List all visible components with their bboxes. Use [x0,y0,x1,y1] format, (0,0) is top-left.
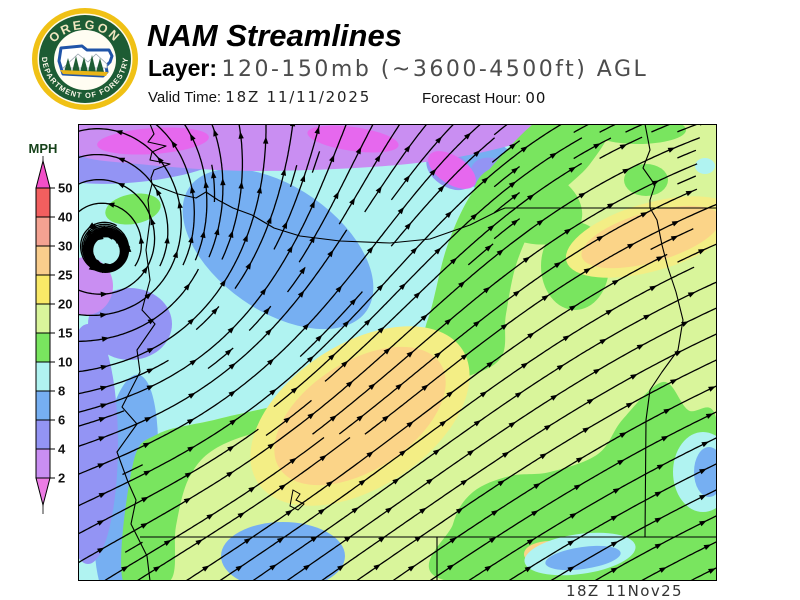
svg-text:15: 15 [58,326,72,341]
streamline-map-canvas [40,87,739,600]
wind-speed-legend: MPH 50 40 30 25 20 15 10 8 6 4 2 [29,142,72,514]
layer-value: 120-150mb (~3600-4500ft) AGL [221,57,649,82]
svg-text:MPH: MPH [29,142,58,156]
odf-logo: OREGON DEPARTMENT OF FORESTRY [32,8,138,110]
logo-trees [64,55,104,72]
svg-text:20: 20 [58,297,72,312]
valid-time-label: Valid Time: [148,89,222,106]
map-timestamp: 18Z 11Nov25 [566,582,683,600]
forecast-hour-label: Forecast Hour: [422,90,522,107]
svg-text:40: 40 [58,210,72,225]
streamline-map [40,87,739,600]
valid-time-row: Valid Time: 18Z 11/11/2025 [148,88,371,106]
svg-text:10: 10 [58,355,72,370]
svg-text:8: 8 [58,384,65,399]
page-title: NAM Streamlines [147,18,402,53]
svg-text:25: 25 [58,268,72,283]
svg-text:6: 6 [58,413,65,428]
svg-text:2: 2 [58,471,65,486]
forecast-hour-value: 00 [525,89,547,107]
svg-text:30: 30 [58,239,72,254]
logo-gold-base [60,70,108,76]
layer-label: Layer: [148,55,218,81]
svg-text:4: 4 [58,442,66,457]
layer-row: Layer: 120-150mb (~3600-4500ft) AGL [148,55,648,82]
forecast-hour-row: Forecast Hour: 00 [422,89,546,107]
valid-time-value: 18Z 11/11/2025 [225,88,372,106]
svg-text:50: 50 [58,181,72,196]
